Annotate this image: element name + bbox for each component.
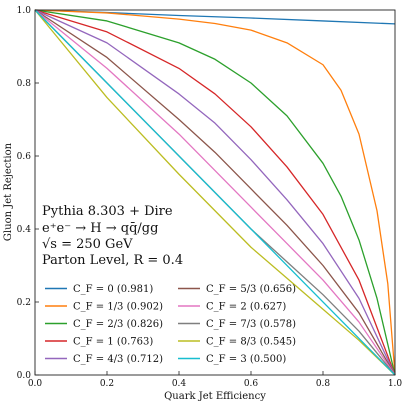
annotation-block: Pythia 8.303 + Dire e⁺e⁻ → H → qq̄/gg √s… [42,204,183,268]
annotation-process: e⁺e⁻ → H → qq̄/gg [42,221,158,236]
series-line-5 [34,9,396,376]
legend-label-3: C_F = 1 (0.763) [73,337,153,348]
series-line-9 [34,9,396,376]
annotation-generator: Pythia 8.303 + Dire [42,204,173,219]
x-tick-label: 1.0 [388,379,403,389]
annotation-level: Parton Level, R = 0.4 [42,253,183,268]
annotation-energy: √s = 250 GeV [42,237,133,252]
plot-frame [34,9,396,376]
x-tick-label: 0.2 [100,379,114,389]
x-tick-label: 0.6 [244,379,259,389]
y-tick-label: 0.6 [17,152,32,162]
x-tick-label: 0.4 [172,379,187,389]
x-tick-label: 0.0 [28,379,43,389]
series-line-3 [34,9,396,376]
legend-label-7: C_F = 7/3 (0.578) [206,319,296,330]
y-tick-label: 0.0 [17,371,32,381]
y-axis-label: Gluon Jet Rejection [3,142,14,241]
legend-label-2: C_F = 2/3 (0.826) [73,319,163,330]
x-axis-label: Quark Jet Efficiency [164,391,266,402]
legend-label-1: C_F = 1/3 (0.902) [73,302,163,313]
legend-label-8: C_F = 8/3 (0.545) [206,337,296,348]
x-tick-label: 0.8 [316,379,331,389]
legend-label-0: C_F = 0 (0.981) [73,284,153,295]
series-line-2 [34,9,396,376]
series-line-6 [34,9,396,376]
legend: C_F = 0 (0.981) C_F = 1/3 (0.902) C_F = 2/… [45,284,296,365]
y-tick-label: 0.4 [17,225,32,235]
series-line-8 [34,9,396,376]
tick-layer: 0.0 0.2 0.4 0.6 0.8 1.0 0.0 0.2 0.4 0.6 0.8 1.0 [17,6,403,389]
legend-label-5: C_F = 5/3 (0.656) [206,284,296,295]
series-line-1 [34,9,396,376]
legend-label-4: C_F = 4/3 (0.712) [73,354,163,365]
series-line-4 [34,9,396,376]
y-tick-label: 0.2 [17,298,31,308]
legend-label-6: C_F = 2 (0.627) [206,302,286,313]
legend-label-9: C_F = 3 (0.500) [206,354,286,365]
series-layer [34,9,396,376]
y-tick-label: 0.8 [17,79,32,89]
y-tick-label: 1.0 [17,6,32,16]
